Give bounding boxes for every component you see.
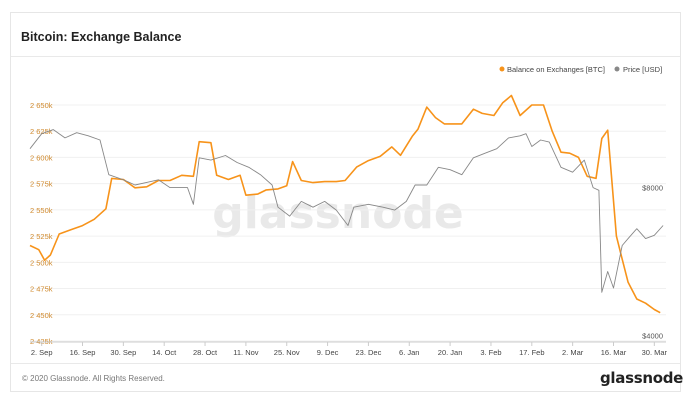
series-lines	[29, 94, 664, 314]
series-line-price	[29, 129, 664, 293]
y-axis-right: $4000 $8000	[642, 184, 663, 341]
x-tick-label: 2. Mar	[562, 348, 584, 357]
x-tick-label: 17. Feb	[519, 348, 544, 357]
y-right-tick-label: $4000	[642, 332, 663, 341]
y-left-tick-label: 2 475k	[30, 285, 53, 294]
y-left-tick-label: 2 650k	[30, 101, 53, 110]
y-left-tick-label: 2 525k	[30, 232, 53, 241]
x-tick-label: 2. Sep	[31, 348, 53, 357]
y-left-tick-label: 2 575k	[30, 180, 53, 189]
y-left-tick-label: 2 600k	[30, 153, 53, 162]
y-left-tick-label: 2 550k	[30, 206, 53, 215]
brand-logo[interactable]: glassnode	[600, 369, 684, 387]
x-tick-label: 20. Jan	[438, 348, 463, 357]
copyright-text: © 2020 Glassnode. All Rights Reserved.	[22, 374, 165, 383]
header-divider	[11, 56, 680, 57]
x-tick-label: 16. Mar	[601, 348, 627, 357]
y-left-tick-label: 2 450k	[30, 311, 53, 320]
legend-label-balance[interactable]: Balance on Exchanges [BTC]	[507, 65, 605, 74]
y-left-tick-label: 2 500k	[30, 258, 53, 267]
x-tick-label: 9. Dec	[317, 348, 339, 357]
chart-card	[10, 12, 681, 392]
x-tick-label: 25. Nov	[274, 348, 300, 357]
x-tick-label: 23. Dec	[355, 348, 381, 357]
y-right-tick-label: $8000	[642, 184, 663, 193]
x-tick-label: 3. Feb	[480, 348, 501, 357]
chart-title: Bitcoin: Exchange Balance	[21, 30, 182, 44]
watermark: glassnode	[212, 188, 464, 239]
legend: Balance on Exchanges [BTC] Price [USD]	[499, 65, 662, 74]
legend-swatch-balance	[499, 66, 505, 72]
series-line-balance	[29, 94, 661, 314]
x-tick-label: 28. Oct	[193, 348, 218, 357]
x-tick-label: 30. Mar	[642, 348, 668, 357]
x-tick-label: 16. Sep	[70, 348, 96, 357]
x-tick-label: 14. Oct	[152, 348, 177, 357]
x-tick-label: 6. Jan	[399, 348, 419, 357]
x-tick-label: 30. Sep	[110, 348, 136, 357]
footer-divider	[11, 363, 680, 364]
x-axis: 2. Sep 16. Sep 30. Sep 14. Oct 28. Oct 11. No…	[30, 341, 668, 357]
legend-swatch-price	[614, 66, 620, 72]
y-left-tick-label: 2 625k	[30, 127, 53, 136]
x-tick-label: 11. Nov	[233, 348, 259, 357]
legend-label-price[interactable]: Price [USD]	[623, 65, 662, 74]
